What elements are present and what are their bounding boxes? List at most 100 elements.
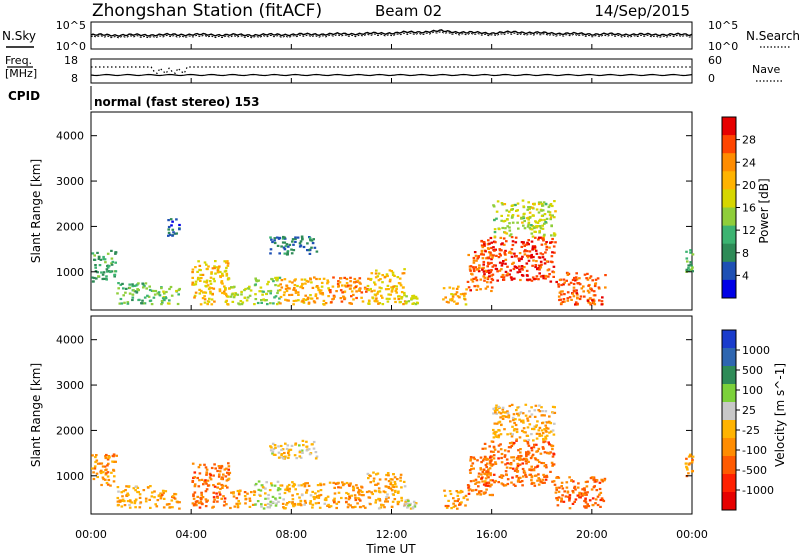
data-cell-1 — [138, 506, 142, 509]
data-cell-6 — [266, 283, 269, 286]
data-cell-9 — [399, 473, 403, 476]
data-cell-8 — [355, 484, 358, 487]
data-cell-8 — [301, 287, 305, 290]
data-cell-14 — [540, 434, 544, 437]
data-cell-10 — [389, 278, 392, 281]
data-cell-15 — [595, 479, 599, 482]
data-cell-14 — [534, 265, 537, 269]
data-cell-4 — [198, 292, 202, 295]
data-cell-16 — [557, 285, 561, 288]
data-cell-13 — [483, 276, 487, 279]
data-cell-13 — [489, 459, 493, 462]
data-cell-13 — [530, 469, 533, 472]
freq-label-2: [MHz] — [5, 67, 37, 80]
data-cell-15 — [522, 215, 525, 218]
data-cell-10 — [375, 269, 378, 272]
data-cell-2 — [162, 506, 166, 509]
data-cell-4 — [213, 267, 216, 270]
data-cell-3 — [198, 463, 202, 466]
data-cell-7 — [296, 236, 300, 239]
data-cell-5 — [278, 488, 282, 491]
data-cell-13 — [508, 442, 512, 445]
data-cell-8 — [349, 482, 352, 485]
data-cell-15 — [543, 213, 547, 216]
data-cell-11 — [447, 504, 450, 508]
data-cell-13 — [516, 464, 520, 468]
data-cell-15 — [553, 200, 556, 203]
data-cell-15 — [538, 231, 541, 234]
data-cell-0 — [91, 454, 94, 457]
data-cell-16 — [589, 287, 592, 290]
data-cell-15 — [493, 231, 497, 234]
data-cell-16 — [555, 280, 558, 284]
data-cell-7 — [304, 482, 307, 485]
data-cell-15 — [522, 216, 526, 220]
data-cell-14 — [504, 262, 507, 265]
data-cell-2 — [168, 506, 172, 509]
data-cell-14 — [535, 275, 539, 278]
data-cell-14 — [514, 241, 518, 244]
data-cell-5 — [241, 301, 245, 304]
data-cell-15 — [516, 209, 519, 212]
data-cell-16 — [562, 278, 566, 281]
data-cell-12 — [472, 467, 475, 470]
data-cell-4 — [226, 264, 230, 267]
data-cell-13 — [482, 263, 485, 266]
data-cell-12 — [464, 292, 467, 295]
data-cell-3 — [216, 500, 219, 503]
data-cell-5 — [264, 503, 267, 506]
data-cell-16 — [598, 299, 601, 302]
data-cell-14 — [492, 264, 496, 267]
data-cell-4 — [209, 292, 212, 295]
data-cell-10 — [412, 500, 416, 503]
data-cell-4 — [212, 277, 216, 280]
data-cell-15 — [541, 227, 545, 230]
data-cell-9 — [396, 491, 400, 494]
freq-tick-bottom: 8 — [71, 72, 78, 85]
data-cell-6 — [272, 280, 275, 283]
data-cell-0 — [106, 252, 110, 255]
data-cell-4 — [194, 283, 198, 286]
data-cell-14 — [511, 425, 514, 428]
data-cell-14 — [519, 278, 522, 282]
data-cell-7 — [299, 500, 303, 503]
data-cell-13 — [543, 465, 547, 468]
power-colorbar-swatch — [722, 135, 736, 154]
data-cell-15 — [529, 228, 532, 231]
data-cell-6 — [273, 444, 277, 447]
data-cell-4 — [198, 288, 201, 291]
data-cell-2 — [169, 285, 173, 289]
power-colorbar-swatch — [722, 153, 736, 172]
data-cell-4 — [204, 284, 207, 288]
data-cell-1 — [142, 489, 146, 492]
data-cell-15 — [560, 500, 563, 503]
data-cell-15 — [576, 486, 580, 489]
data-cell-13 — [524, 459, 528, 463]
data-cell-16 — [579, 295, 583, 298]
data-cell-0 — [91, 467, 94, 470]
data-cell-0 — [93, 254, 96, 257]
power-colorbar-tick-label: 8 — [742, 247, 749, 260]
data-cell-5 — [276, 489, 280, 492]
data-cell-13 — [500, 452, 504, 456]
data-cell-0 — [109, 270, 112, 274]
data-cell-4 — [219, 270, 222, 274]
data-cell-15 — [599, 491, 603, 494]
data-cell-8 — [337, 486, 340, 489]
data-cell-10 — [399, 284, 403, 287]
data-cell-6 — [260, 301, 263, 304]
data-cell-6 — [280, 448, 283, 452]
data-cell-15 — [584, 480, 588, 484]
data-cell-14 — [542, 239, 545, 242]
data-cell-13 — [467, 253, 470, 257]
data-cell-15 — [554, 491, 558, 494]
data-cell-1 — [128, 292, 132, 295]
data-cell-5 — [238, 303, 241, 306]
data-cell-13 — [542, 447, 545, 450]
data-cell-12 — [469, 480, 473, 483]
data-cell-4 — [229, 506, 232, 510]
data-cell-0 — [100, 462, 104, 465]
data-cell-14 — [496, 270, 499, 273]
nave-tick-top: 60 — [708, 54, 722, 67]
data-cell-14 — [539, 275, 543, 278]
